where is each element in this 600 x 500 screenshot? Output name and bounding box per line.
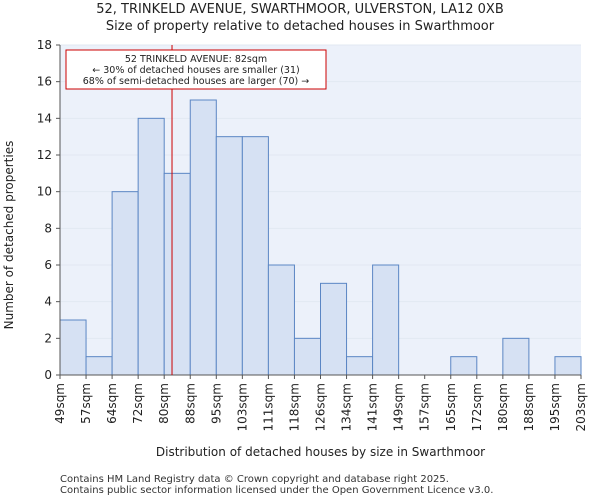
x-tick-label: 80sqm: [157, 383, 171, 424]
footer-copyright: Contains HM Land Registry data © Crown c…: [60, 474, 449, 485]
footer-licence: Contains public sector information licen…: [60, 485, 494, 496]
annotation-line: ← 30% of detached houses are smaller (31…: [92, 65, 299, 76]
bar: [85, 356, 113, 376]
chart-subtitle: Size of property relative to detached ho…: [105, 19, 495, 34]
bar: [59, 319, 87, 376]
x-tick-label: 134sqm: [340, 383, 354, 431]
annotation-line: 68% of semi-detached houses are larger (…: [83, 76, 310, 87]
x-tick-label: 126sqm: [314, 383, 328, 431]
x-tick-label: 195sqm: [548, 383, 562, 431]
y-axis-label: Number of detached properties: [2, 141, 16, 330]
x-tick-label: 188sqm: [522, 383, 536, 431]
x-tick-label: 203sqm: [574, 383, 588, 431]
x-tick-label: 95sqm: [209, 383, 223, 424]
bar: [346, 356, 374, 376]
x-tick-label: 180sqm: [496, 383, 510, 431]
bar: [502, 337, 530, 376]
x-tick-label: 141sqm: [366, 383, 380, 431]
x-tick-label: 88sqm: [183, 383, 197, 424]
x-tick-label: 57sqm: [79, 383, 93, 424]
y-tick-label: 14: [37, 111, 52, 125]
y-tick-label: 16: [37, 75, 52, 89]
bar: [450, 356, 478, 376]
x-tick-label: 72sqm: [131, 383, 145, 424]
bar-chart: 0 2 4 6 8 10 12 14 16 18 49sqm 57sqm 64sqm 72sqm 80sqm…: [2, 38, 588, 459]
y-tick-label: 0: [44, 368, 52, 382]
x-axis-label: Distribution of detached houses by size …: [156, 445, 485, 459]
x-tick-label: 172sqm: [470, 383, 484, 431]
bar: [241, 136, 269, 376]
y-tick-label: 6: [44, 258, 52, 272]
bar: [111, 191, 139, 376]
bar: [267, 264, 295, 376]
x-tick-label: 49sqm: [53, 383, 67, 424]
x-tick-label: 157sqm: [418, 383, 432, 431]
x-tick-label: 118sqm: [287, 383, 301, 431]
x-tick-label: 149sqm: [392, 383, 406, 431]
bar: [554, 356, 582, 376]
bar: [293, 337, 322, 376]
y-tick-label: 4: [44, 295, 52, 309]
x-tick-label: 103sqm: [235, 383, 249, 431]
y-tick-label: 10: [37, 185, 52, 199]
bar: [215, 136, 243, 376]
bar: [372, 264, 400, 376]
y-tick-label: 8: [44, 221, 52, 235]
y-tick-label: 18: [37, 38, 52, 52]
chart-title: 52, TRINKELD AVENUE, SWARTHMOOR, ULVERST…: [96, 2, 504, 17]
bar: [163, 172, 191, 376]
annotation-line: 52 TRINKELD AVENUE: 82sqm: [125, 54, 267, 65]
bar: [320, 282, 348, 376]
x-tick-label: 64sqm: [105, 383, 119, 424]
x-tick-label: 165sqm: [444, 383, 458, 431]
y-tick-label: 12: [37, 148, 52, 162]
y-tick-label: 2: [44, 331, 52, 345]
bar: [137, 117, 165, 376]
bar: [189, 99, 217, 376]
annotation-box: [65, 49, 327, 90]
x-tick-label: 111sqm: [261, 383, 275, 431]
